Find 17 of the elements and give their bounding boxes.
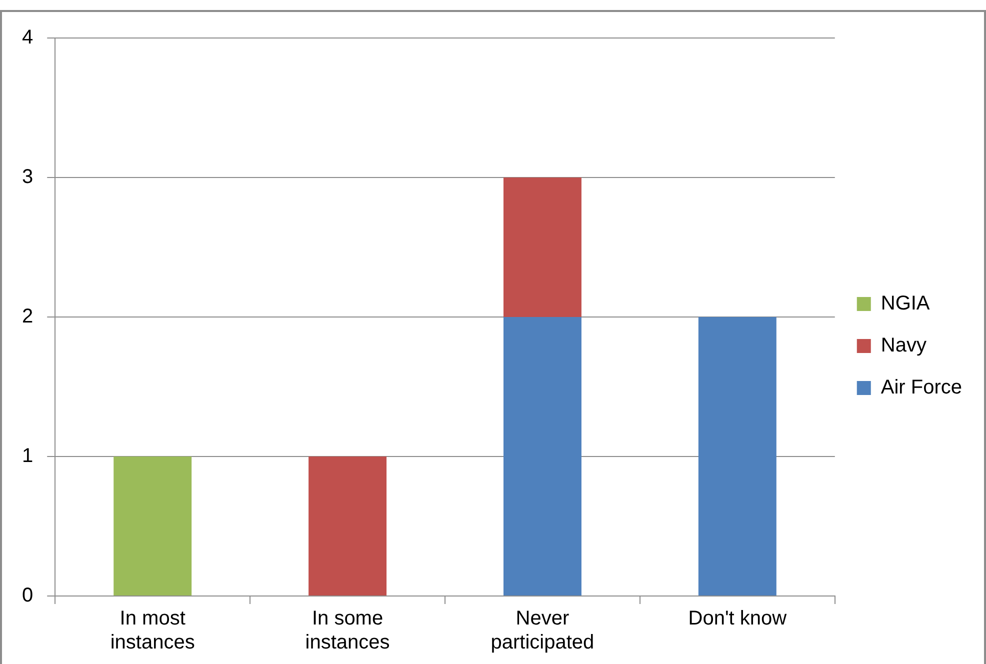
x-tick-label: In most instances xyxy=(110,608,195,654)
bar xyxy=(114,456,192,596)
legend-label: NGIA xyxy=(880,292,930,315)
bar xyxy=(503,178,582,317)
legend-label: Navy xyxy=(880,334,926,357)
x-tick-label: In some instances xyxy=(305,608,390,654)
y-tick-label: 4 xyxy=(22,26,34,49)
y-tick-label: 1 xyxy=(22,445,34,468)
x-tick-label: Don't know xyxy=(688,608,788,630)
y-tick-label: 2 xyxy=(22,306,34,328)
y-tick-label: 0 xyxy=(22,584,34,607)
bar xyxy=(698,317,776,596)
bar xyxy=(503,317,582,596)
legend-label: Air Force xyxy=(880,376,962,399)
y-tick-label: 3 xyxy=(22,166,34,188)
bar xyxy=(308,456,387,596)
x-tick-label: Never participated xyxy=(490,608,594,654)
